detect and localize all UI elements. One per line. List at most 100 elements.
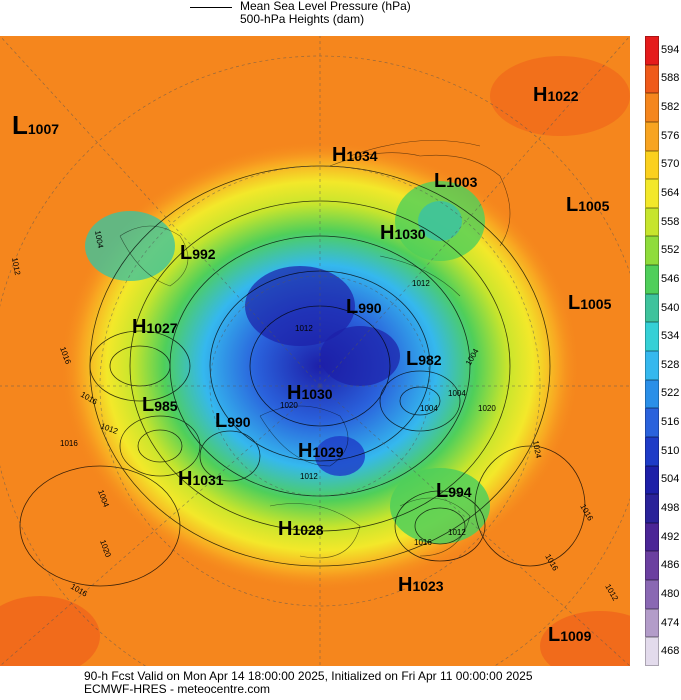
colorbar-segment [645,608,659,638]
system-type: L [180,242,193,264]
colorbar-segment [645,436,659,466]
colorbar-segment [645,150,659,180]
colorbar-tick-label: 522 [661,387,680,400]
system-value: 994 [448,484,472,500]
system-type: H [398,574,413,596]
system-value: 985 [154,398,178,414]
colorbar-tick-label: 480 [661,587,680,600]
colorbar-segment [645,522,659,552]
system-value: 1023 [412,578,444,594]
colorbar-tick-label: 576 [661,129,680,142]
isobar-label: 1004 [420,404,438,413]
legend-heights-label: 500-hPa Heights (dam) [240,12,365,26]
system-value: 1028 [292,522,324,538]
system-type: L [566,194,579,216]
system-type: L [346,296,359,318]
system-value: 1030 [301,386,333,402]
colorbar-segment [645,265,659,294]
isobar-label: 1004 [448,389,466,398]
system-type: H [278,518,293,540]
isobar-label: 1012 [448,528,466,537]
system-value: 990 [358,300,382,316]
system-value: 1003 [446,174,478,190]
footer: 90-h Fcst Valid on Mon Apr 14 18:00:00 2… [84,670,533,696]
pressure-system: H1028 [278,518,324,541]
map-legend: Mean Sea Level Pressure (hPa) 500-hPa He… [190,0,490,34]
system-value: 992 [192,246,216,262]
system-type: H [287,382,302,404]
system-type: H [132,316,147,338]
height-colorbar [645,36,659,666]
colorbar-segment [645,465,659,495]
colorbar-tick-label: 534 [661,330,680,343]
system-type: H [332,144,347,166]
colorbar-tick-label: 564 [661,187,680,199]
colorbar-segment [645,637,659,666]
pressure-system: H1027 [132,316,178,339]
pressure-system: L1005 [566,194,609,217]
system-value: 1022 [547,88,579,104]
system-type: L [434,170,447,192]
pressure-system: L982 [406,348,442,371]
system-type: L [12,110,28,140]
colorbar-tick-label: 558 [661,215,680,228]
system-value: 982 [418,352,442,368]
colorbar-segment [645,379,659,409]
weather-map: 1004 1012 1016 1016 1012 1004 1020 1016 … [0,36,630,666]
colorbar-segment [645,93,659,122]
colorbar-segment [645,351,659,380]
isobar-label: 1020 [280,401,298,410]
colorbar-segment [645,322,659,351]
colorbar-tick-label: 528 [661,358,680,371]
isobar-label: 1012 [295,324,313,333]
system-type: H [298,440,313,462]
colorbar-segment [645,551,659,581]
system-value: 1027 [146,320,178,336]
colorbar-segment [645,293,659,323]
colorbar-tick-label: 570 [661,158,680,171]
pressure-system: H1023 [398,574,444,597]
system-value: 1029 [312,444,344,460]
graticule [0,36,630,666]
isobar-label: 1024 [531,440,543,460]
isobar-label: 1020 [478,404,496,413]
system-type: L [548,624,561,646]
colorbar-tick-label: 546 [661,272,680,285]
system-value: 1030 [394,226,426,242]
isobar-label: 1012 [10,257,22,277]
system-type: L [568,292,581,314]
legend-pressure-label: Mean Sea Level Pressure (hPa) [240,0,411,13]
pressure-system: H1030 [287,382,333,405]
colorbar-segment [645,179,659,208]
isobar-label: 1016 [60,439,78,448]
pressure-line-sample [190,7,232,8]
pressure-system: H1029 [298,440,344,463]
colorbar-tick-label: 498 [661,502,680,514]
colorbar-tick-label: 594 [661,43,680,56]
system-value: 1007 [27,121,60,137]
system-type: L [215,410,228,432]
pressure-system: L994 [436,480,472,503]
colorbar-tick-label: 468 [661,645,680,658]
colorbar-segment [645,64,659,94]
map-svg: 1004 1012 1016 1016 1012 1004 1020 1016 … [0,36,630,666]
pressure-system: L985 [142,394,178,417]
colorbar-tick-label: 552 [661,244,680,257]
system-value: 1005 [580,296,612,312]
colorbar-segment [645,207,659,237]
forecast-valid-text: 90-h Fcst Valid on Mon Apr 14 18:00:00 2… [84,669,533,683]
pressure-system: L990 [346,296,382,319]
colorbar-tick-label: 486 [661,559,680,572]
system-type: H [178,468,193,490]
colorbar-tick-label: 504 [661,473,680,486]
system-value: 1009 [560,628,592,644]
system-value: 1005 [578,198,610,214]
system-type: H [533,84,548,106]
colorbar-segment [645,36,659,65]
colorbar-tick-label: 588 [661,72,680,85]
isobar-label: 1016 [414,538,432,547]
pressure-system: L1009 [548,624,591,647]
pressure-system: H1031 [178,468,224,491]
pressure-system: H1030 [380,222,426,245]
colorbar-tick-label: 492 [661,530,680,543]
